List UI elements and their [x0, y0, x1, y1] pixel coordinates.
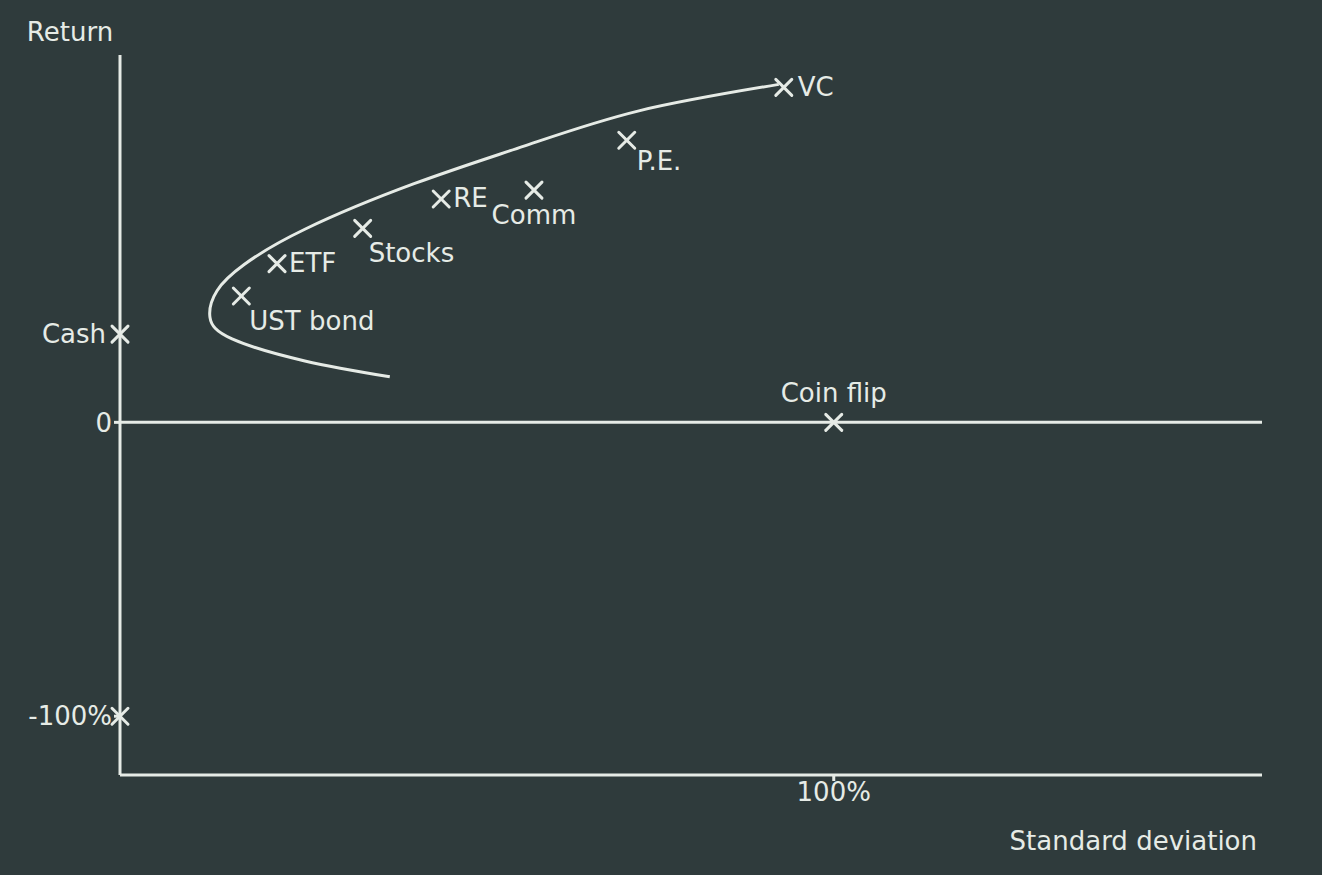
svg-text:0: 0	[95, 408, 112, 438]
svg-text:Coin flip: Coin flip	[781, 378, 887, 408]
svg-text:100%: 100%	[797, 777, 871, 807]
svg-text:-100%: -100%	[28, 701, 112, 731]
svg-text:P.E.: P.E.	[637, 146, 682, 176]
svg-text:ETF: ETF	[289, 248, 336, 278]
svg-text:RE: RE	[453, 183, 488, 213]
svg-text:VC: VC	[798, 72, 834, 102]
svg-text:Standard deviation: Standard deviation	[1010, 826, 1257, 856]
svg-text:Stocks: Stocks	[369, 238, 455, 268]
svg-text:Cash: Cash	[42, 319, 106, 349]
svg-text:Return: Return	[27, 17, 113, 47]
svg-text:UST bond: UST bond	[249, 306, 374, 336]
svg-text:Comm: Comm	[492, 200, 577, 230]
